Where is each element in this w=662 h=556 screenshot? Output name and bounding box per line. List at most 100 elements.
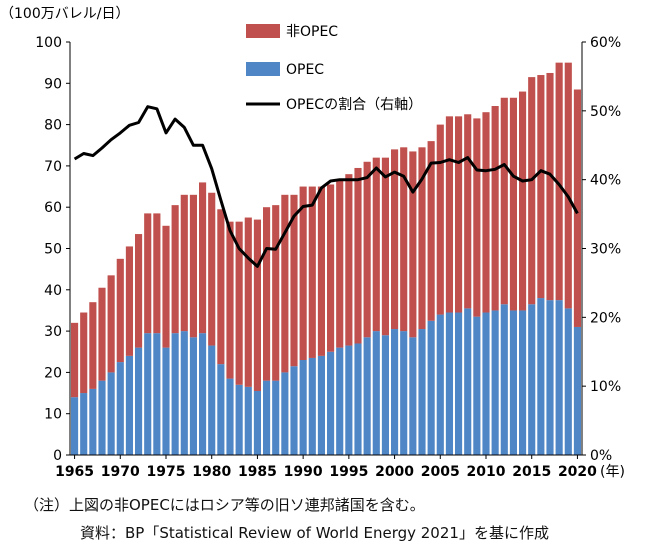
non-opec-bar [272,205,280,381]
non-opec-bar [372,157,380,332]
x-tick-label: 1980 [192,464,231,480]
non-opec-bar [89,302,97,389]
non-opec-bar [509,97,517,311]
legend-swatch-opec [246,62,280,76]
y-left-unit-label: （100万バレル/日） [0,6,129,22]
opec-bar [445,312,453,455]
opec-bar [299,360,307,455]
legend-label-non-opec: 非OPEC [286,24,338,40]
opec-bar [125,355,133,455]
opec-bar [528,304,536,455]
x-tick-label: 1990 [284,464,323,480]
y-right-tick-label: 10% [590,379,621,395]
non-opec-bar [327,184,335,352]
non-opec-bar [555,62,563,301]
non-opec-bar [125,246,133,356]
opec-bar [482,312,490,455]
y-right-tick-label: 40% [590,173,621,189]
footnote: （注）上図の非OPECにはロシア等の旧ソ連邦諸国を含む。 [24,496,425,514]
opec-bar [189,337,197,455]
y-left-tick-label: 60 [44,200,62,216]
opec-bar [354,343,362,455]
opec-bar [244,386,252,455]
non-opec-bar [180,194,188,332]
opec-bar [391,329,399,455]
opec-bar [500,304,508,455]
opec-bar [144,333,152,455]
opec-bar [89,388,97,455]
non-opec-bar [445,116,453,313]
opec-bar [153,333,161,455]
non-opec-bar [455,116,463,313]
y-left-tick-label: 90 [44,76,62,92]
non-opec-bar [226,221,234,379]
opec-production-chart: （100万バレル/日） 0 10 20 30 40 50 60 70 80 90 100 0% 10% 2… [0,6,625,480]
non-opec-bar [436,124,444,315]
opec-bar [372,331,380,455]
non-opec-bar [482,112,490,313]
y-right-tick-label: 30% [590,242,621,258]
opec-bar [290,366,298,455]
opec-bar [491,310,499,455]
opec-bar [180,331,188,455]
opec-bar [455,312,463,455]
opec-bar [400,331,408,455]
non-opec-bar [107,275,115,373]
non-opec-bar [71,322,79,398]
x-tick-label: 2000 [375,464,414,480]
non-opec-bar [473,118,481,317]
opec-bar [436,314,444,455]
axes: 0 10 20 30 40 50 60 70 80 90 100 0% 10% 20% 30% 40% 50% 6… [35,35,625,480]
non-opec-bar [491,106,499,311]
non-opec-bar [336,180,344,348]
opec-bar [217,364,225,455]
opec-bar [381,335,389,455]
bar-series [71,62,581,455]
x-tick-label: 1995 [329,464,368,480]
non-opec-bar [464,114,472,309]
x-tick-label: 1970 [101,464,140,480]
non-opec-bar [391,149,399,330]
y-left-tick-label: 20 [44,365,62,381]
opec-bar [509,310,517,455]
x-tick-label: 2015 [512,464,551,480]
opec-bar [317,355,325,455]
opec-bar [537,298,545,455]
non-opec-bar [354,167,362,344]
non-opec-bar [500,97,508,305]
opec-bar [555,300,563,455]
non-opec-bar [317,186,325,356]
non-opec-bar [290,194,298,367]
y-left-tick-label: 70 [44,159,62,175]
y-left-tick-label: 10 [44,407,62,423]
x-tick-label: 2005 [421,464,460,480]
non-opec-bar [519,91,527,311]
x-tick-label: 1985 [238,464,277,480]
non-opec-bar [537,75,545,299]
opec-share-line [73,105,579,268]
y-right-tick-label: 0% [590,448,612,464]
x-tick-label: 1975 [147,464,186,480]
opec-bar [135,347,143,455]
non-opec-bar [253,219,261,391]
y-right-tick-label: 60% [590,35,621,51]
non-opec-bar [199,182,207,334]
non-opec-bar [564,62,572,309]
x-tick-label: 1965 [55,464,94,480]
opec-bar [116,362,124,455]
opec-bar [208,345,216,455]
non-opec-bar [217,209,225,365]
non-opec-bar [427,141,435,321]
non-opec-bar [546,72,554,301]
opec-bar [226,378,234,455]
non-opec-bar [98,287,106,381]
opec-bar [345,345,353,455]
x-tick-label: 2010 [467,464,506,480]
non-opec-bar [244,217,252,387]
y-left-tick-label: 30 [44,324,62,340]
opec-bar [464,308,472,455]
share-line-series [73,105,579,268]
y-right-tick-label: 50% [590,104,621,120]
opec-bar [107,372,115,455]
opec-bar [235,384,243,455]
